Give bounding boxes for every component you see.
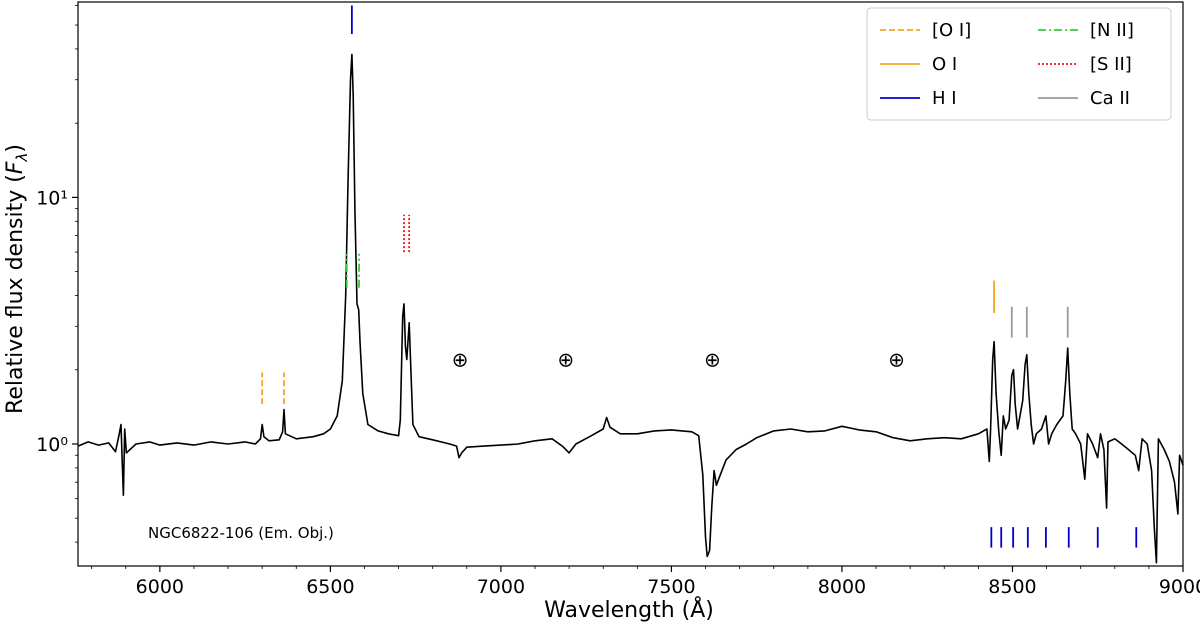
y-axis-title: Relative flux density (Fλ) [3,144,31,414]
legend-label: [S II] [1090,54,1132,75]
axes-layer: 6000 6500 7000 7500 8000 8500 9000 10⁰ 10¹ [36,1,1200,598]
x-tick-label: 8000 [818,576,866,598]
legend-label: H I [932,88,957,109]
y-tick-label: 10¹ [36,187,68,209]
legend-label: [N II] [1090,20,1134,41]
x-tick-label: 6500 [306,576,354,598]
legend-label: [O I] [932,20,971,41]
telluric-marker: ⊕ [557,348,574,372]
legend: [O I] O I H I [N II] [S II] Ca II [866,7,1172,121]
telluric-marker-layer: ⊕ ⊕ ⊕ ⊕ [452,348,905,372]
x-tick-label: 8500 [988,576,1036,598]
object-annotation: NGC6822-106 (Em. Obj.) [148,524,334,542]
y-tick-label: 10⁰ [36,434,68,456]
legend-label: Ca II [1090,88,1130,109]
line-marker-layer [261,5,1138,548]
x-tick-label: 7500 [647,576,695,598]
legend-box [866,7,1172,121]
telluric-marker: ⊕ [452,348,469,372]
x-tick-label: 6000 [136,576,184,598]
data-layer [77,53,1184,564]
legend-label: O I [932,54,957,75]
x-tick-label: 9000 [1159,576,1200,598]
telluric-marker: ⊕ [704,348,721,372]
x-axis-title: Wavelength (Å) [544,596,714,623]
spectrum-series-line [77,53,1184,564]
plot-frame [77,1,1184,567]
telluric-marker: ⊕ [888,348,905,372]
x-tick-label: 7000 [477,576,525,598]
